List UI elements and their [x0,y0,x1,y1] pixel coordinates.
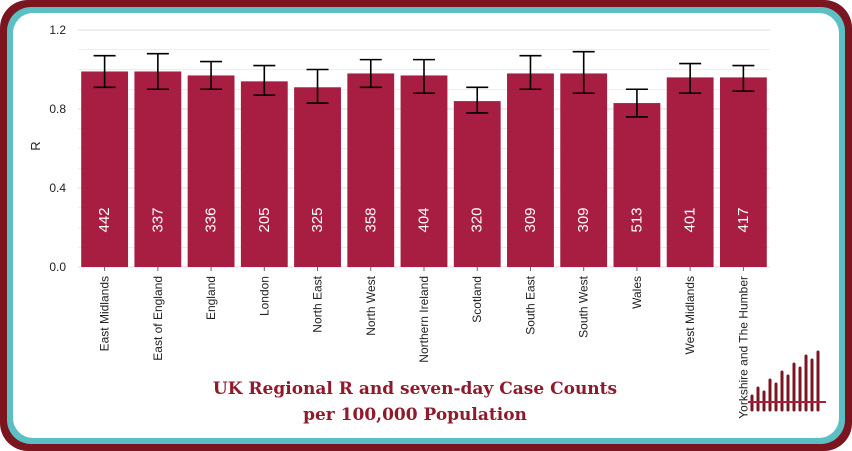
category-label: South East [523,275,537,334]
category-label: Wales [630,276,644,309]
error-bar [306,68,329,104]
y-tick-label: 0.8 [49,102,66,116]
category-labels: East Midlands East of England England Londo… [98,267,750,419]
category-label: West Midlands [683,276,697,354]
bar-value-labels: 442 337 336 205 325 358 404 320 309 309 513 401 417 [96,207,752,232]
error-bar [625,88,648,118]
category-label: Northern Ireland [417,276,431,363]
bar [613,103,661,267]
category-label: Yorkshire and The Humber [736,276,750,419]
bar [560,73,608,267]
bar-value-label: 337 [149,207,166,232]
y-tick-label: 0.0 [49,260,66,274]
category-label: South West [577,275,591,337]
bar-value-label: 336 [203,207,220,232]
bar-value-label: 404 [416,207,433,232]
bar [240,81,288,267]
error-bar [359,58,382,89]
error-bar [413,58,435,94]
bar-value-label: 320 [469,207,486,232]
bar [187,75,235,267]
bar-value-label: 309 [575,207,592,232]
category-label: London [257,276,271,316]
error-bar [572,50,595,94]
error-bar [466,86,489,114]
bar-value-label: 442 [96,207,113,232]
category-label: East Midlands [98,276,112,351]
category-label: East of England [151,276,165,361]
bar-value-label: 401 [682,207,699,232]
y-tick-label: 0.4 [49,181,66,195]
error-bar [679,62,702,94]
error-bars [93,50,755,118]
bar [666,77,714,268]
error-bar [146,52,169,91]
bar-value-label: 513 [628,207,645,232]
bar-value-label: 205 [256,207,273,232]
bar-value-label: 358 [362,207,379,232]
category-label: North East [311,275,325,332]
bar [294,87,341,268]
chart-title-line-1: UK Regional R and seven-day Case Counts [213,379,617,399]
bar-value-label: 325 [309,207,326,232]
error-bar [253,64,276,96]
bar-value-label: 309 [522,207,539,232]
error-bar [200,60,223,91]
category-label: Scotland [470,276,484,323]
bar [719,77,767,268]
category-label: England [204,276,218,320]
category-label: North West [364,275,378,335]
bar [81,71,129,267]
bar-value-label: 417 [735,207,752,232]
bar-chart-logo-icon [748,350,826,412]
bars [81,71,767,268]
bar [453,101,501,267]
bar [134,71,182,267]
error-bar [732,64,755,93]
bar [347,73,395,267]
chart-title-line-2: per 100,000 Population [303,405,527,425]
bar [400,75,448,267]
y-axis-ticks: 0.0 0.4 0.8 1.2 [49,23,66,274]
bar [507,73,554,267]
error-bar [519,54,542,91]
y-axis-label: R [28,141,43,150]
error-bar [93,54,116,89]
y-tick-label: 1.2 [49,23,66,37]
